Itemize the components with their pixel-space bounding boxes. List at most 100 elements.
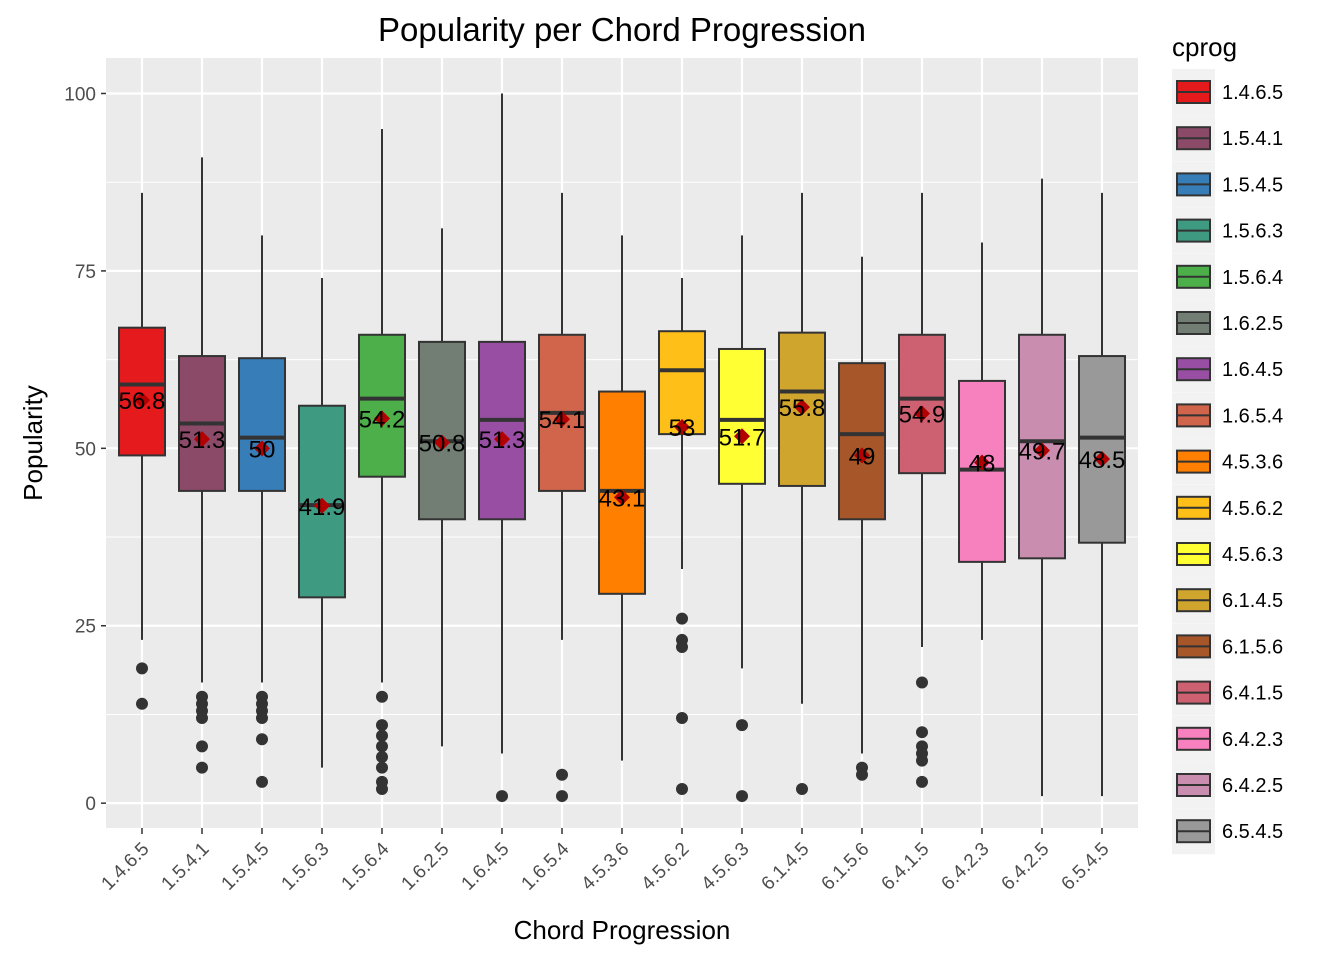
x-tick-label: 4.5.6.2 (638, 839, 694, 895)
legend-item: 1.5.6.4 (1172, 253, 1283, 300)
mean-label: 48 (969, 451, 996, 478)
x-tick-label: 1.6.4.5 (458, 839, 514, 895)
legend-label: 1.5.4.5 (1222, 174, 1283, 196)
mean-label: 49.7 (1019, 438, 1066, 465)
x-tick-label: 1.5.6.3 (278, 839, 334, 895)
legend-label: 1.6.4.5 (1222, 359, 1283, 381)
mean-marker (194, 431, 210, 448)
outlier-point (136, 697, 148, 710)
legend-item: 1.6.5.4 (1172, 392, 1283, 439)
box-6-5-4-5: 48.5 (1078, 192, 1126, 797)
legend-item: 4.5.6.3 (1172, 531, 1283, 577)
box-6-1-5-6: 49 (838, 256, 886, 781)
legend-item: 6.5.4.5 (1172, 808, 1283, 855)
legend-label: 4.5.6.2 (1222, 498, 1283, 520)
legend-item: 6.4.2.3 (1172, 715, 1283, 762)
mean-marker (974, 454, 990, 471)
legend-label: 4.5.6.3 (1222, 544, 1283, 566)
box-4-5-6-3: 51.7 (718, 235, 766, 803)
y-tick-label: 25 (75, 617, 96, 638)
outlier-point (376, 719, 388, 732)
box-6-4-2-5: 49.7 (1018, 178, 1066, 797)
y-axis-title: Popularity (18, 385, 48, 501)
legend-title: cprog (1172, 32, 1237, 62)
outlier-point (376, 751, 388, 764)
mean-marker (254, 440, 270, 457)
x-tick-label: 6.1.4.5 (758, 839, 814, 895)
box-4-5-6-2: 53 (658, 278, 706, 795)
mean-marker (914, 405, 930, 422)
box-1-5-4-5: 50 (238, 235, 286, 788)
outlier-point (556, 790, 568, 803)
x-tick-label: 6.4.2.3 (938, 839, 994, 895)
outlier-point (376, 782, 388, 795)
mean-marker (314, 497, 330, 514)
mean-label: 48.5 (1079, 447, 1126, 474)
outlier-point (676, 712, 688, 724)
mean-marker (134, 392, 150, 409)
legend-item: 6.1.4.5 (1172, 577, 1283, 624)
mean-label: 41.9 (299, 494, 346, 521)
x-tick-label: 6.4.2.5 (998, 839, 1054, 895)
box-1-5-4-1: 51.3 (178, 157, 226, 774)
outlier-point (736, 719, 748, 732)
y-tick-label: 100 (64, 84, 96, 105)
mean-marker (614, 489, 630, 506)
box-iqr (718, 347, 766, 485)
mean-marker (854, 447, 870, 464)
legend-item: 6.4.2.5 (1172, 762, 1283, 808)
x-tick-label: 1.5.4.5 (218, 839, 274, 895)
outlier-point (676, 612, 688, 625)
legend-item: 1.6.4.5 (1172, 346, 1283, 393)
outlier-point (916, 726, 928, 739)
box-iqr (838, 362, 886, 521)
outlier-point (916, 676, 928, 689)
mean-label: 49 (849, 443, 876, 470)
box-iqr (898, 333, 946, 475)
outlier-point (196, 712, 208, 724)
x-axis: 1.4.6.5 1.5.4.1 1.5.4.5 1.5.6.3 1.5.6.4 1.6.2… (98, 828, 1114, 895)
x-tick-label: 1.5.6.4 (338, 838, 394, 894)
legend-label: 6.4.2.3 (1222, 729, 1283, 751)
legend-item: 6.4.1.5 (1172, 669, 1283, 716)
legend-label: 4.5.3.6 (1222, 452, 1283, 474)
outlier-point (376, 690, 388, 703)
box-iqr (1078, 355, 1126, 544)
mean-label: 50 (249, 436, 276, 463)
mean-label: 50.8 (419, 431, 466, 458)
legend-label: 1.5.6.4 (1222, 267, 1283, 289)
x-tick-label: 1.5.4.1 (158, 839, 214, 895)
box-iqr (478, 340, 526, 521)
legend-label: 6.1.5.6 (1222, 636, 1283, 658)
mean-label: 51.7 (719, 424, 766, 451)
legend-item: 6.1.5.6 (1172, 623, 1283, 670)
mean-label: 51.3 (179, 427, 226, 454)
mean-label: 43.1 (599, 485, 646, 512)
mean-label: 54.2 (359, 407, 406, 434)
mean-marker (554, 411, 570, 428)
mean-label: 56.8 (119, 388, 166, 415)
y-tick-label: 0 (85, 794, 96, 815)
outlier-point (556, 768, 568, 781)
mean-marker (494, 431, 510, 448)
outlier-point (196, 761, 208, 774)
legend-item: 1.5.4.1 (1172, 115, 1283, 162)
legend-label: 6.5.4.5 (1222, 821, 1283, 843)
x-tick-label: 1.6.5.4 (518, 838, 574, 894)
legend-label: 1.4.6.5 (1222, 82, 1283, 104)
legend-label: 1.5.6.3 (1222, 221, 1283, 243)
legend-item: 1.5.6.3 (1172, 207, 1283, 254)
box-1-4-6-5: 56.8 (118, 192, 166, 710)
legend: cprog 1.4.6.5 1.5.4.1 1.5.4.5 1.5.6.3 1.5.6.… (1172, 32, 1283, 855)
outlier-point (376, 761, 388, 774)
mean-marker (794, 399, 810, 416)
box-1-6-2-5: 50.8 (418, 228, 466, 747)
y-axis: 0 25 50 75 100 (64, 84, 106, 815)
outlier-point (916, 754, 928, 767)
legend-label: 1.6.2.5 (1222, 313, 1283, 335)
chart-title: Popularity per Chord Progression (378, 11, 866, 48)
box-iqr (118, 326, 166, 457)
box-iqr (418, 340, 466, 521)
legend-item: 4.5.3.6 (1172, 438, 1283, 485)
